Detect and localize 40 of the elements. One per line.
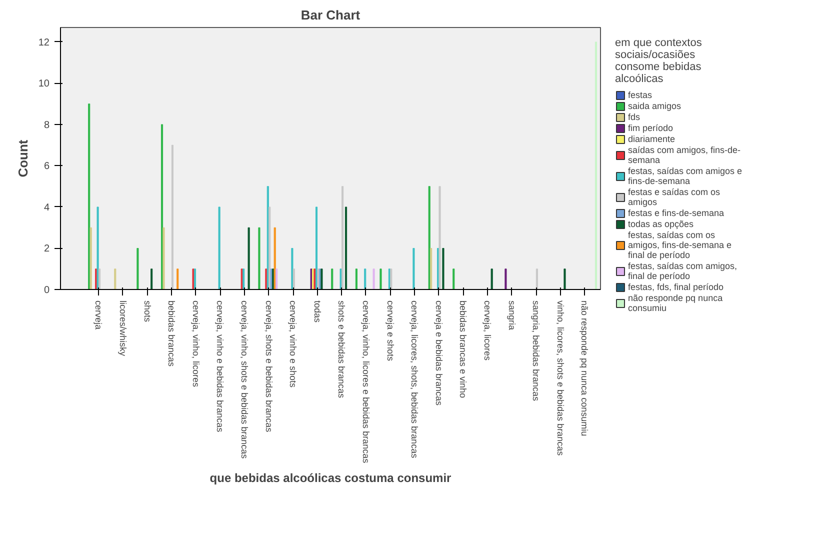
legend-label: festas e fins-de-semana bbox=[628, 208, 724, 218]
y-tick-label: 8 bbox=[44, 120, 50, 131]
x-axis-title: que bebidas alcoólicas costuma consumir bbox=[210, 471, 452, 486]
x-tick-label: sangria bbox=[506, 300, 517, 330]
legend-label: festas bbox=[628, 90, 652, 100]
x-tick-label: cerveja bbox=[94, 300, 104, 330]
legend-label: fim período bbox=[628, 123, 674, 133]
y-tick-label: 4 bbox=[44, 202, 50, 214]
y-tick-label: 6 bbox=[44, 161, 50, 172]
legend-label: saida amigos bbox=[628, 101, 682, 111]
x-tick-label: cerveja, vinho, licores bbox=[190, 300, 201, 388]
x-tick-label: bebidas brancas bbox=[166, 300, 177, 368]
x-tick-label: cerveja, licores bbox=[482, 300, 492, 362]
x-tick-label: vinho, licores, shots e bebidas brancas bbox=[555, 300, 566, 456]
legend-label: todas as opções bbox=[628, 219, 694, 229]
x-tick-label: cerveja, vinho e shots bbox=[288, 300, 298, 388]
x-tick-label: bebidas brancas e vinho bbox=[458, 300, 468, 398]
legend-title: em que contextos sociais/ocasiões consome bebidas alcoólicas bbox=[615, 37, 703, 85]
x-tick-label: cerveja e bebidas brancas bbox=[434, 300, 444, 406]
x-tick-label: sangria, bebidas brancas bbox=[531, 300, 542, 402]
legend-label: fds bbox=[628, 112, 642, 122]
x-tick-label: cerveja, vinho, shots e bebidas brancas bbox=[239, 300, 250, 460]
y-tick-label: 2 bbox=[44, 244, 50, 255]
y-tick-label: 10 bbox=[38, 78, 50, 90]
x-tick-label: todas bbox=[312, 300, 322, 324]
x-tick-label: shots e bebidas brancas bbox=[336, 300, 347, 399]
x-tick-label: cerveja, shots e bebidas brancas bbox=[264, 300, 274, 433]
x-tick-label: não responde pq nunca consumiu bbox=[580, 300, 590, 436]
x-tick-label: cerveja, vinho, licores e bebidas brancas bbox=[360, 300, 371, 464]
legend-label: festas, fds, final período bbox=[628, 282, 724, 292]
y-tick-label: 12 bbox=[38, 37, 50, 48]
x-tick-label: shots bbox=[142, 300, 152, 323]
chart-title: Bar Chart bbox=[300, 8, 361, 22]
x-tick-label: cerveja, licores, shots, bebidas brancas bbox=[410, 300, 420, 459]
legend-label: diariamente bbox=[628, 134, 676, 144]
x-tick-label: licores/whisky bbox=[118, 300, 128, 357]
y-tick-label: 0 bbox=[44, 285, 50, 296]
x-tick-label: cerveja e shots bbox=[385, 300, 396, 362]
x-tick-label: cerveja, vinho e bebidas brancas bbox=[215, 300, 226, 433]
y-axis-title: Count bbox=[15, 139, 30, 178]
